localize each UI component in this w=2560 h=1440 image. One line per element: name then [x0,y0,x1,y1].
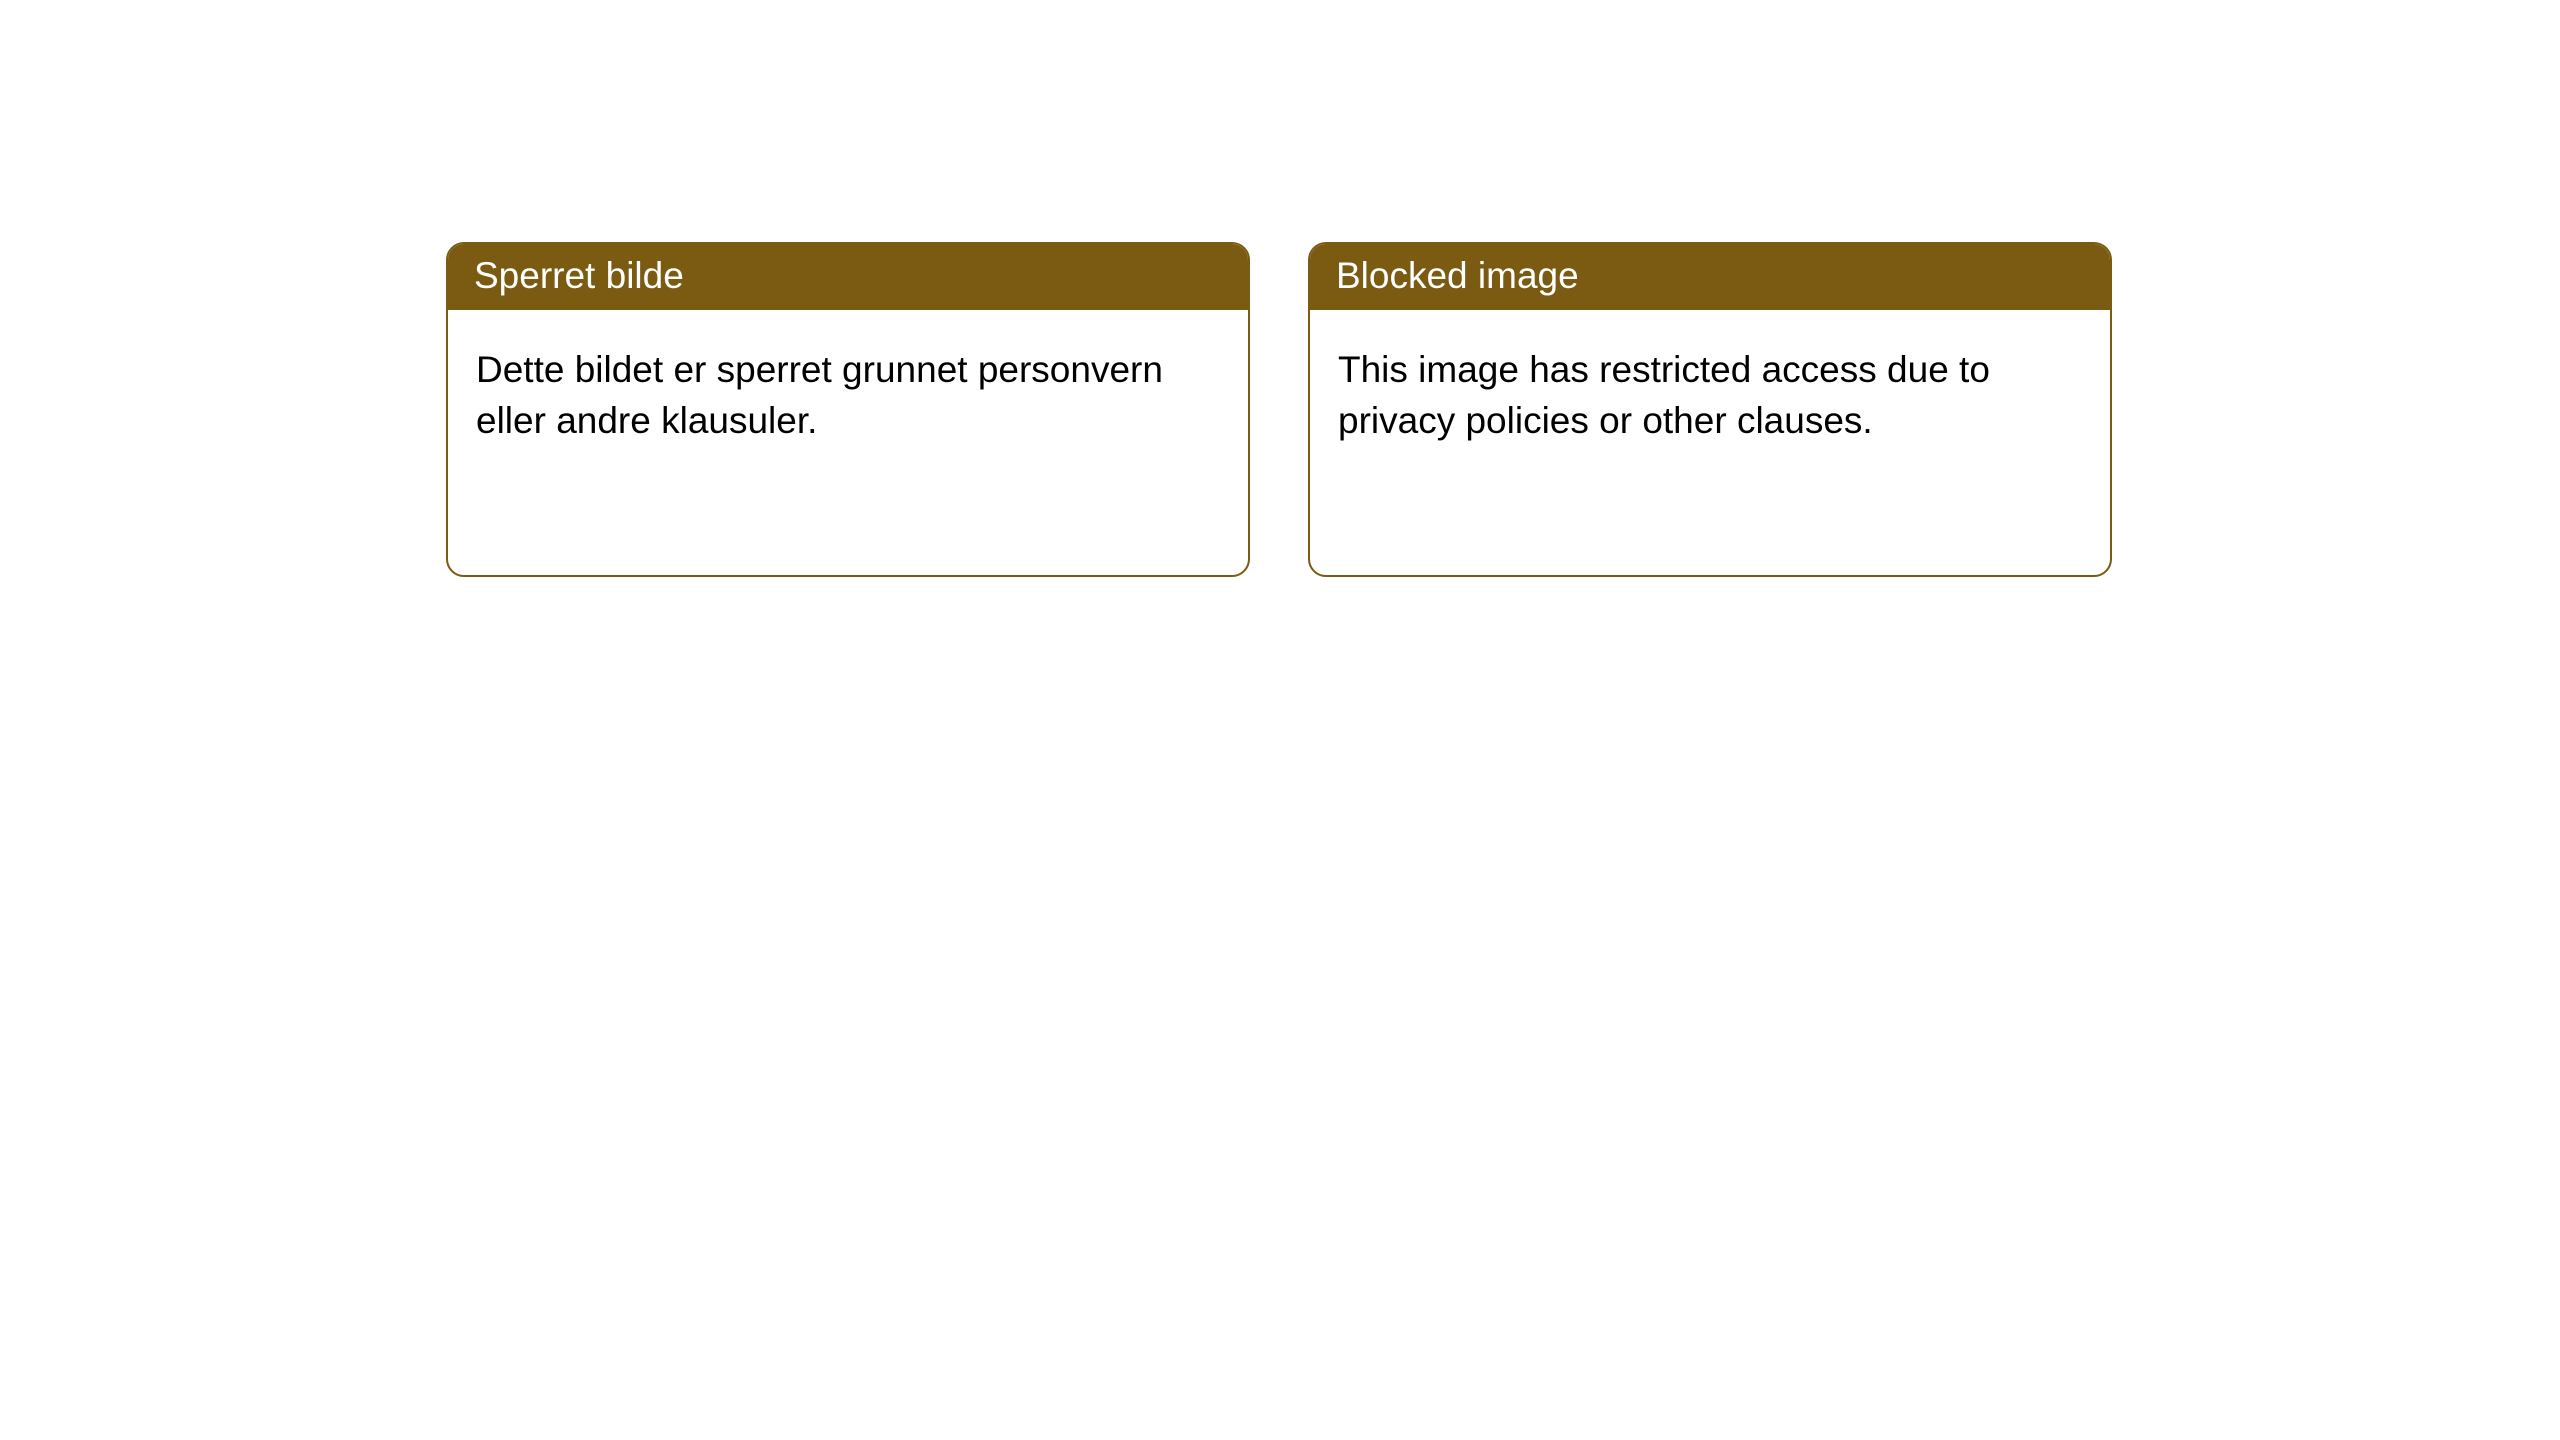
notice-card-header: Sperret bilde [448,244,1248,310]
notice-card-header: Blocked image [1310,244,2110,310]
notice-card-body: This image has restricted access due to … [1310,310,2110,480]
notice-card-english: Blocked image This image has restricted … [1308,242,2112,577]
notice-card-norwegian: Sperret bilde Dette bildet er sperret gr… [446,242,1250,577]
notice-card-body: Dette bildet er sperret grunnet personve… [448,310,1248,480]
notice-cards-container: Sperret bilde Dette bildet er sperret gr… [0,0,2560,577]
